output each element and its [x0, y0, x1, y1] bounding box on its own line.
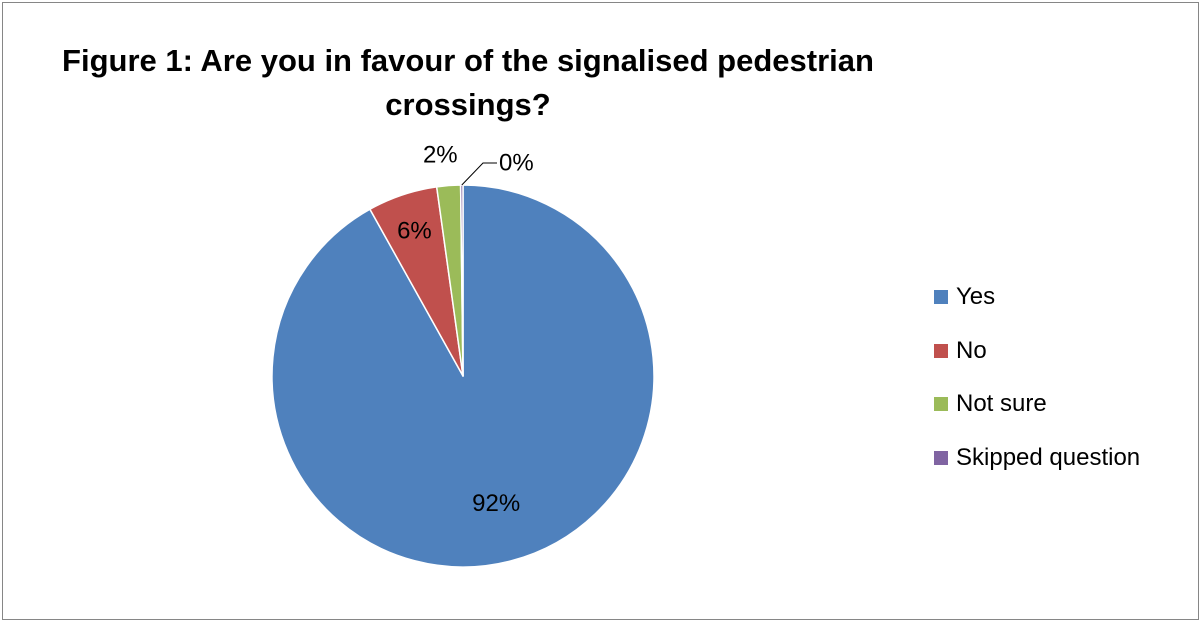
legend-label-not-sure: Not sure	[956, 390, 1047, 417]
legend-label-no: No	[956, 336, 987, 364]
data-label-not-sure: 2%	[423, 142, 458, 169]
legend-item-not-sure: Not sure	[934, 386, 1140, 422]
leader-line-skipped-question	[461, 162, 497, 186]
data-label-no: 6%	[397, 218, 432, 245]
pie-chart: 92% 6% 2% 0%	[271, 142, 655, 568]
legend-item-skipped-question: Skipped question	[934, 440, 1140, 476]
legend-item-no: No	[934, 333, 1140, 369]
legend-swatch-yes	[934, 290, 948, 304]
chart-title-line-1: Figure 1: Are you in favour of the signa…	[62, 43, 874, 78]
legend-swatch-no	[934, 343, 948, 358]
legend-swatch-not-sure	[934, 397, 948, 411]
legend-label-skipped-question: Skipped question	[956, 443, 1141, 471]
legend-label-yes: Yes	[956, 283, 996, 310]
data-labels: 92% 6% 2% 0%	[397, 142, 534, 517]
legend: Yes No Not sure Skipped question	[934, 279, 1140, 493]
chart-title-line-2: crossings?	[385, 87, 551, 122]
leader-lines	[461, 162, 497, 186]
data-label-yes: 92%	[472, 490, 520, 517]
chart-title: Figure 1: Are you in favour of the signa…	[3, 39, 933, 127]
legend-item-yes: Yes	[934, 279, 1140, 315]
pie-slices	[271, 184, 655, 568]
legend-swatch-skipped-question	[934, 450, 948, 465]
data-label-skipped-question: 0%	[499, 150, 534, 177]
